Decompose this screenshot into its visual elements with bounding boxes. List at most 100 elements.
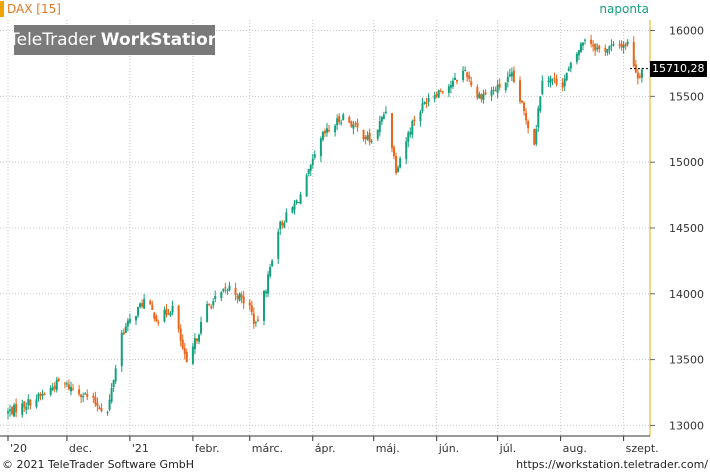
- candle-body: [604, 48, 607, 52]
- candle-body: [27, 399, 30, 406]
- candle-body: [212, 301, 215, 306]
- candle-body: [551, 79, 554, 81]
- candle-body: [508, 74, 511, 77]
- y-tick-label: 16000: [669, 25, 704, 38]
- candle-body: [354, 123, 357, 125]
- candle-body: [541, 80, 544, 95]
- candle-body: [171, 305, 174, 313]
- candle-body: [165, 308, 168, 315]
- candle-body: [504, 82, 507, 91]
- candle-body: [271, 260, 274, 267]
- candle-body: [439, 90, 442, 92]
- candle-body: [319, 138, 322, 157]
- candle-body: [305, 175, 308, 197]
- candle-body: [279, 221, 282, 230]
- candle-body: [563, 78, 566, 87]
- candle-body: [456, 80, 459, 82]
- y-tick-label: 14500: [669, 222, 704, 235]
- candle-body: [281, 221, 284, 226]
- candle-body: [313, 154, 316, 158]
- candle-body: [362, 129, 365, 140]
- candle-body: [252, 313, 255, 324]
- candle-body: [11, 407, 14, 415]
- period-label[interactable]: naponta: [599, 2, 649, 16]
- candle-body: [29, 399, 32, 406]
- candle-body: [525, 113, 528, 121]
- candle-body: [39, 394, 42, 396]
- candle-body: [466, 72, 469, 78]
- candle-body: [549, 78, 552, 84]
- candle-body: [382, 114, 385, 119]
- candle-body: [9, 409, 12, 412]
- candle-body: [72, 388, 75, 390]
- candle-body: [395, 156, 398, 174]
- candle-body: [94, 397, 97, 405]
- candle-body: [620, 43, 623, 48]
- x-tick-label: febr.: [195, 442, 220, 455]
- candle-body: [482, 93, 485, 100]
- candle-body: [295, 200, 298, 204]
- candle-body: [380, 116, 383, 122]
- candle-body: [494, 90, 497, 92]
- x-tick-label: szept.: [626, 442, 659, 455]
- candle-body: [435, 93, 438, 97]
- candle-body: [407, 132, 410, 142]
- candle-body: [378, 121, 381, 133]
- instrument-name: DAX [15]: [7, 2, 61, 16]
- candle-body: [539, 96, 542, 111]
- candle-body: [126, 320, 129, 327]
- candle-body: [498, 83, 501, 88]
- candle-body: [139, 303, 142, 308]
- y-tick-label: 15500: [669, 90, 704, 103]
- candle-body: [49, 387, 52, 395]
- candle-body: [96, 402, 99, 407]
- candle-body: [480, 94, 483, 100]
- x-tick-label: máj.: [376, 442, 400, 455]
- candle-body: [468, 75, 471, 79]
- candle-body: [163, 310, 166, 322]
- candle-body: [263, 290, 265, 321]
- instrument-label[interactable]: DAX [15]: [0, 0, 61, 18]
- candle-body: [462, 70, 465, 81]
- candle-body: [98, 407, 101, 410]
- source-url[interactable]: https://workstation.teletrader.com/: [516, 458, 708, 471]
- candle-body: [191, 346, 194, 365]
- candle-body: [67, 384, 70, 390]
- candle-body: [256, 319, 259, 321]
- candle-body: [413, 119, 416, 122]
- y-tick-label: 13000: [669, 419, 704, 432]
- candle-body: [512, 70, 515, 82]
- candle-body: [492, 90, 495, 92]
- candle-body: [368, 132, 371, 143]
- candle-body: [82, 396, 85, 398]
- candle-body: [376, 129, 379, 139]
- teletrader-logo: TeleTrader WorkStation: [9, 25, 220, 55]
- candle-body: [137, 306, 140, 316]
- candle-body: [179, 328, 182, 341]
- candle-body: [608, 46, 611, 50]
- candle-body: [533, 129, 536, 145]
- candle-body: [342, 114, 345, 121]
- candle-body: [419, 111, 422, 122]
- candle-body: [579, 43, 582, 53]
- candle-body: [449, 85, 452, 88]
- candle-body: [80, 394, 83, 398]
- candle-body: [561, 82, 564, 88]
- candle-body: [110, 388, 113, 402]
- candle-body: [250, 305, 253, 313]
- candle-body: [348, 117, 351, 123]
- candle-body: [195, 338, 198, 341]
- candle-body: [336, 118, 339, 126]
- candle-body: [269, 267, 272, 277]
- candle-body: [135, 316, 137, 321]
- candle-body: [325, 128, 328, 133]
- candle-body: [338, 116, 341, 123]
- candle-body: [575, 53, 578, 62]
- candle-body: [547, 80, 550, 82]
- candle-body: [181, 339, 184, 349]
- candle-body: [441, 91, 444, 93]
- candle-body: [423, 101, 426, 104]
- candle-body: [224, 287, 227, 289]
- candle-body: [106, 411, 109, 413]
